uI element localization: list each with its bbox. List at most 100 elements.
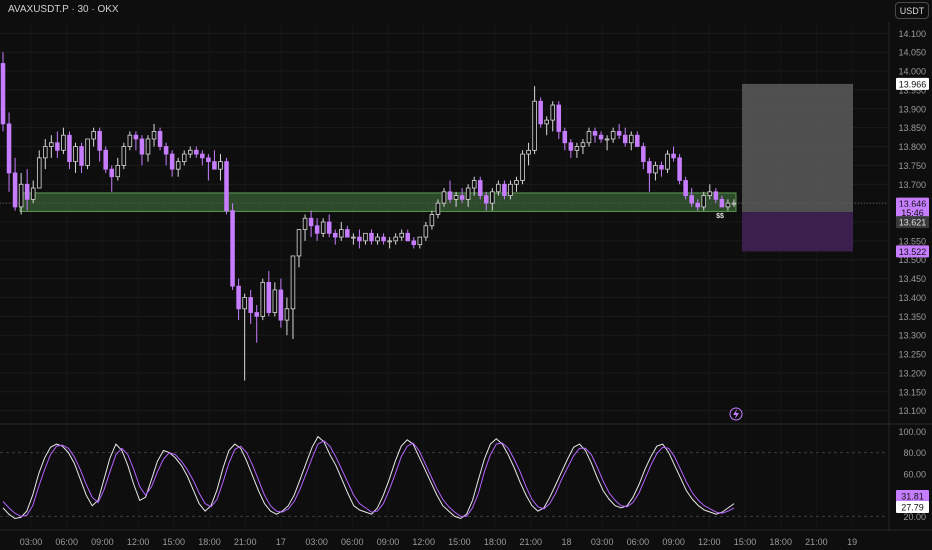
x-tick-label: 21:00 <box>520 537 543 547</box>
candle-body <box>121 146 127 166</box>
candle-body <box>375 236 380 242</box>
x-tick-label: 18 <box>561 537 571 547</box>
x-tick-label: 17 <box>276 537 286 547</box>
x-tick-label: 12:00 <box>698 537 721 547</box>
candle-body <box>67 134 72 163</box>
candle-body <box>435 202 441 215</box>
y-tick-label: 13.950 <box>898 85 926 95</box>
y-tick-label: 13.500 <box>898 255 926 265</box>
candle-body <box>725 202 731 208</box>
price-label: 13.522 <box>899 247 927 257</box>
lightning-icon-ring <box>729 407 743 421</box>
candle-body <box>169 153 175 170</box>
candle-body <box>296 229 302 257</box>
price-label-bg <box>896 77 929 90</box>
zones <box>0 83 888 252</box>
candle-body <box>502 183 507 196</box>
lightning-icon-bolt <box>733 409 739 419</box>
candle-body <box>187 149 193 155</box>
candle-body <box>157 131 163 147</box>
x-tick-label: 18:00 <box>198 537 221 547</box>
candle-body <box>574 146 580 151</box>
y-tick-label: 14.000 <box>898 67 926 77</box>
y-tick-label: 13.250 <box>898 350 926 360</box>
candle-body <box>61 134 66 151</box>
candle-body <box>405 232 411 242</box>
candle-body <box>381 236 386 242</box>
candle-body <box>477 180 483 196</box>
candle-body <box>514 180 519 185</box>
candle-body <box>538 100 543 125</box>
candle-body <box>326 221 332 234</box>
x-tick-label: 03:00 <box>591 537 614 547</box>
candle-body <box>659 164 664 170</box>
candle-body <box>30 187 36 200</box>
price-label-bg <box>896 206 929 219</box>
candle-body <box>290 255 296 310</box>
y-tick-label: 13.900 <box>898 104 926 114</box>
candle-body <box>496 183 501 193</box>
lightning-icon[interactable] <box>729 407 743 421</box>
candle-body <box>200 153 205 159</box>
candle-body <box>363 232 368 242</box>
candle-body <box>429 214 435 227</box>
candle-body <box>351 236 356 239</box>
liquidity-annotation: $$ <box>716 213 724 220</box>
osc-y-tick-label: 60.00 <box>903 469 926 479</box>
candle-body <box>622 134 628 144</box>
candle-body <box>671 153 676 159</box>
candle-body <box>387 240 392 243</box>
candle-body <box>181 153 187 163</box>
y-tick-label: 13.700 <box>898 180 926 190</box>
candle-body <box>97 131 102 151</box>
candle-body <box>339 229 344 238</box>
candles: $$ <box>0 52 743 421</box>
candle-body <box>151 131 157 140</box>
y-tick-label: 14.100 <box>898 29 926 39</box>
osc-y-tick-label: 80.00 <box>903 448 926 458</box>
candle-body <box>127 134 133 147</box>
candle-body <box>719 198 725 208</box>
candle-body <box>194 149 199 155</box>
y-tick-label: 13.450 <box>898 274 926 284</box>
price-label: 13.646 <box>899 199 927 209</box>
y-tick-label: 13.100 <box>898 406 926 416</box>
x-tick-label: 03:00 <box>20 537 43 547</box>
candle-body <box>278 289 284 321</box>
candle-body <box>320 221 326 234</box>
candle-body <box>254 312 259 317</box>
candle-body <box>532 100 537 151</box>
candle-body <box>616 131 622 136</box>
candle-body <box>610 131 616 140</box>
stoch-k-line <box>2 435 735 520</box>
candle-body <box>369 232 374 242</box>
candle-body <box>647 161 652 174</box>
price-label: 13.621 <box>899 218 927 228</box>
candle-body <box>91 131 96 140</box>
osc-y-tick-label: 100.00 <box>898 427 926 437</box>
candle-body <box>24 183 30 200</box>
candle-body <box>103 149 108 170</box>
candle-body <box>423 225 429 238</box>
currency-button[interactable]: USDT <box>895 2 929 19</box>
price-label-bg <box>896 245 929 258</box>
x-tick-label: 18:00 <box>769 537 792 547</box>
candle-body <box>731 202 737 205</box>
osc-value-label: 31.81 <box>901 492 924 502</box>
candle-body <box>230 210 235 287</box>
chart-title: AVAXUSDT.P · 30 · OKX <box>8 4 119 15</box>
candle-body <box>411 240 417 246</box>
candle-body <box>598 134 604 140</box>
candle-body <box>641 146 646 163</box>
x-tick-label: 12:00 <box>127 537 150 547</box>
candle-body <box>508 183 513 196</box>
demand-zone <box>19 192 737 212</box>
price-label: 15:46 <box>901 208 924 218</box>
candle-body <box>713 191 719 200</box>
x-tick-label: 06:00 <box>627 537 650 547</box>
candle-body <box>49 142 54 147</box>
candle-body <box>580 142 586 147</box>
candle-body <box>139 138 145 155</box>
candle-body <box>683 180 688 196</box>
